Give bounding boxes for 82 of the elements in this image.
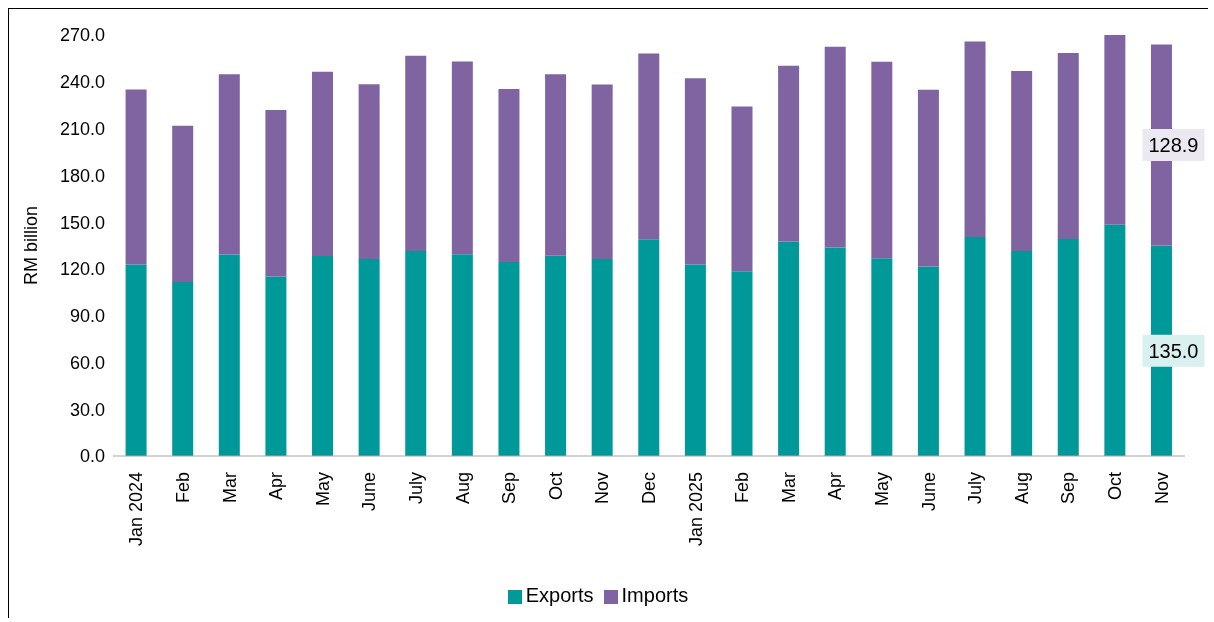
bar [312, 71, 334, 256]
bar [125, 264, 147, 456]
bar [218, 74, 240, 255]
x-tick-label: July [405, 472, 426, 505]
y-tick-label: 210.0 [59, 118, 105, 139]
x-tick-label: Jan 2025 [685, 472, 706, 547]
x-tick-label: July [965, 472, 986, 505]
bar [591, 84, 613, 259]
bar [684, 264, 706, 456]
bar [824, 46, 846, 248]
y-tick-label: 90.0 [69, 306, 105, 327]
x-tick-label: Mar [778, 472, 799, 503]
y-axis-title: RM billion [21, 205, 42, 286]
bar [871, 258, 893, 456]
bar [638, 239, 660, 456]
x-tick-label: May [312, 472, 333, 507]
bar [638, 53, 660, 240]
x-tick-label: Feb [732, 472, 753, 504]
bar [451, 254, 473, 456]
bar [172, 281, 194, 456]
x-tick-label: Oct [1105, 472, 1126, 501]
y-tick-label: 30.0 [69, 399, 105, 420]
bar [312, 255, 334, 456]
x-tick-label: June [359, 472, 380, 512]
bar [1011, 71, 1033, 251]
bar [1057, 238, 1079, 456]
x-tick-label: Mar [219, 472, 240, 503]
bar [964, 41, 986, 238]
bar [591, 258, 613, 456]
bar [172, 125, 194, 282]
x-tick-label: Aug [1011, 472, 1032, 505]
y-tick-label: 0.0 [79, 446, 105, 467]
bar [1104, 35, 1126, 225]
legend-label: Imports [621, 584, 689, 606]
bar [545, 74, 567, 256]
x-tick-label: Jan 2024 [126, 472, 147, 547]
y-tick-label: 120.0 [59, 259, 105, 280]
bar [917, 89, 939, 267]
bar [684, 78, 706, 265]
bar [358, 258, 380, 456]
bar [1057, 52, 1079, 239]
x-tick-label: Feb [172, 472, 193, 504]
bar [498, 262, 520, 456]
bar [545, 255, 567, 456]
bar [964, 237, 986, 456]
x-tick-label: Dec [639, 472, 659, 505]
bar [824, 247, 846, 456]
data-label: 128.9 [1148, 134, 1199, 157]
y-tick-label: 150.0 [59, 212, 105, 233]
bar [1011, 250, 1033, 456]
x-tick-label: Sep [1058, 472, 1079, 505]
x-tick-label: May [872, 472, 893, 507]
y-tick-label: 240.0 [59, 72, 105, 93]
x-tick-label: Sep [499, 472, 520, 505]
y-tick-label: 180.0 [59, 165, 105, 186]
bar [405, 55, 427, 252]
bar [498, 89, 520, 263]
bar [778, 241, 800, 456]
bar [218, 254, 240, 456]
x-tick-label: June [918, 472, 939, 512]
bar [265, 276, 287, 456]
bar [917, 266, 939, 456]
bar [731, 271, 753, 456]
bar [265, 110, 287, 277]
data-label: 135.0 [1148, 339, 1199, 362]
bar [871, 61, 893, 259]
x-tick-label: Aug [452, 472, 473, 505]
bar [778, 65, 800, 242]
x-tick-label: Nov [1151, 472, 1172, 505]
y-tick-label: 270.0 [59, 25, 105, 46]
bar [125, 89, 147, 265]
bar [358, 84, 380, 259]
legend-label: Exports [525, 584, 594, 606]
bar [405, 251, 427, 456]
x-tick-label: Apr [825, 472, 846, 501]
x-tick-label: Oct [545, 472, 566, 501]
bar [1104, 224, 1126, 456]
bar [451, 61, 473, 255]
x-tick-label: Apr [266, 472, 287, 501]
bar [731, 106, 753, 272]
y-tick-label: 60.0 [69, 352, 105, 373]
x-tick-label: Nov [592, 472, 613, 505]
